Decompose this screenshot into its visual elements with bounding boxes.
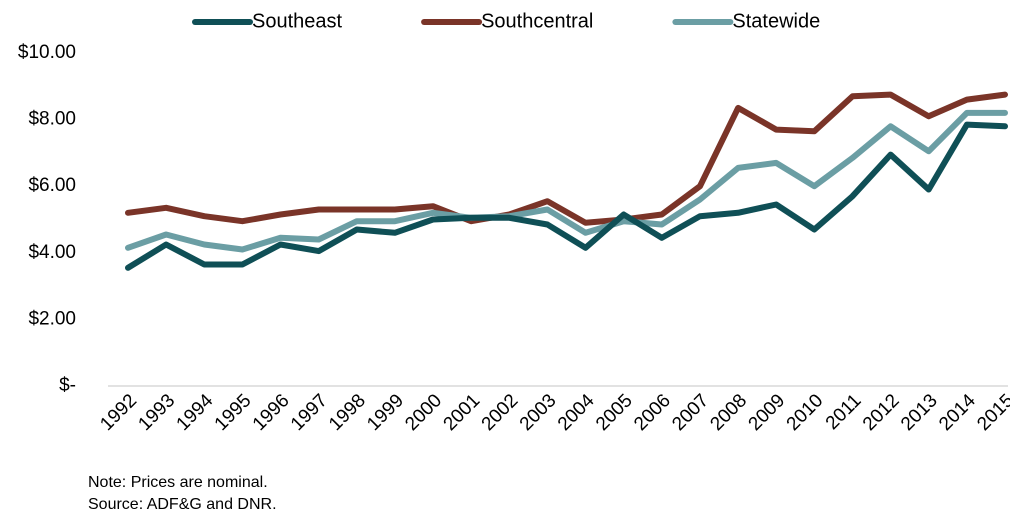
x-tick-label: 1997 [287, 390, 332, 435]
x-tick-label: 2006 [630, 390, 675, 435]
x-tick-label: 2001 [440, 390, 485, 435]
x-tick-label: 2014 [935, 390, 980, 435]
series-line [125, 121, 1008, 271]
x-tick-label: 2003 [516, 390, 561, 435]
note: Note: Prices are nominal. [88, 474, 268, 491]
source: Source: ADF&G and DNR. [88, 496, 277, 513]
x-tick-label: 2000 [401, 390, 446, 435]
x-tick-label: 2007 [668, 390, 713, 435]
x-tick-label: 2013 [897, 390, 942, 435]
x-tick-label: 1996 [249, 390, 294, 435]
x-tick-label: 2009 [745, 390, 790, 435]
y-tick-label: $10.00 [18, 42, 76, 63]
x-tick-label: 2008 [706, 390, 751, 435]
x-tick-label: 1998 [325, 390, 370, 435]
x-tick-label: 2012 [859, 390, 904, 435]
x-tick-label: 2015 [973, 390, 1010, 435]
x-tick-label: 1993 [134, 390, 179, 435]
x-tick-label: 2011 [822, 390, 866, 434]
legend-label: Southeast [252, 10, 343, 32]
x-tick-label: 2005 [592, 390, 637, 435]
legend-label: Southcentral [481, 10, 593, 32]
y-tick-label: $4.00 [28, 242, 76, 263]
y-tick-label: $2.00 [28, 308, 76, 329]
x-tick-label: 1994 [173, 390, 218, 435]
y-tick-label: $8.00 [28, 109, 76, 130]
y-tick-label: $6.00 [28, 175, 76, 196]
series-line [125, 109, 1008, 253]
x-tick-label: 2004 [554, 390, 599, 435]
y-tick-label: $- [59, 375, 76, 396]
x-tick-label: 1995 [211, 390, 256, 435]
x-tick-label: 1999 [363, 390, 408, 435]
x-tick-label: 2010 [783, 390, 828, 435]
legend-label: Statewide [732, 10, 820, 32]
x-tick-label: 2002 [478, 390, 523, 435]
x-tick-label: 1992 [96, 390, 141, 435]
series-line [125, 91, 1008, 226]
